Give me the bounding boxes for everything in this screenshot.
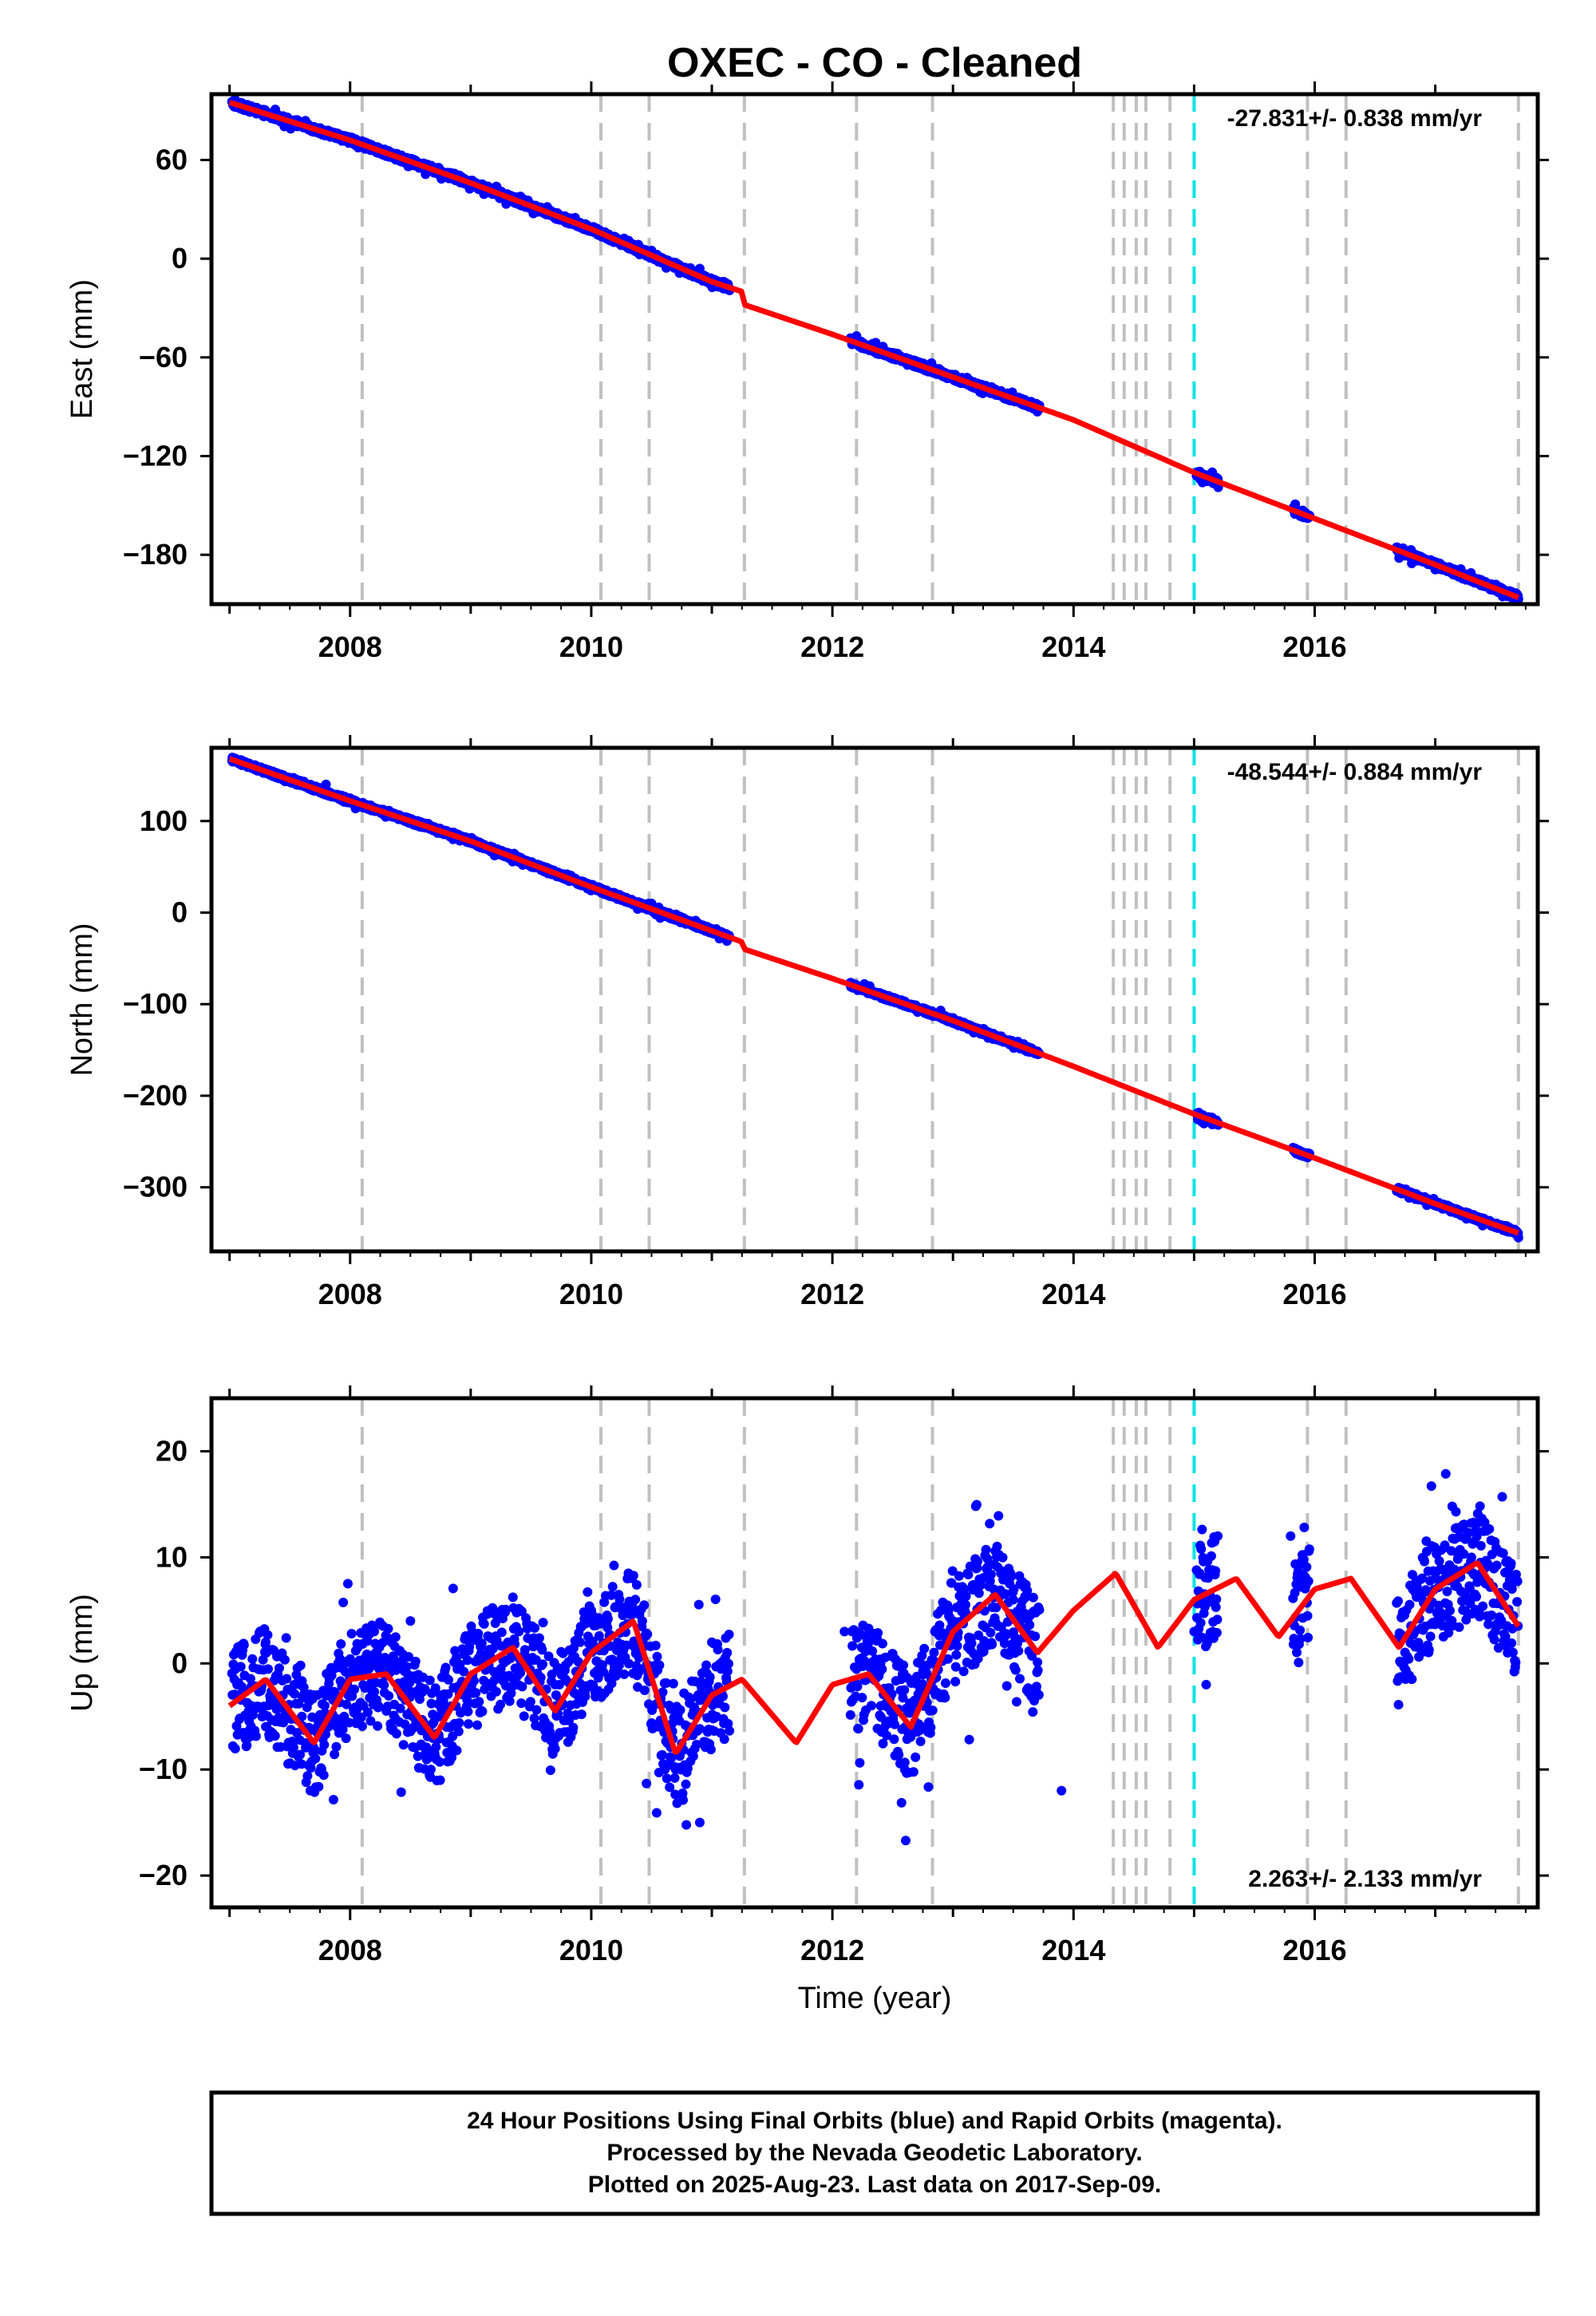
y-tick-label: −60 <box>139 341 188 373</box>
observation-points <box>227 1468 1523 1846</box>
observation-point <box>230 1744 240 1754</box>
observation-point <box>247 1654 258 1664</box>
y-tick-label: −100 <box>123 987 188 1020</box>
observation-point <box>282 1674 292 1684</box>
y-tick-label: −180 <box>123 538 188 571</box>
x-tick-label: 2014 <box>1041 1278 1105 1310</box>
rate-label: -27.831+/- 0.838 mm/yr <box>1227 105 1483 132</box>
y-tick-label: −300 <box>123 1171 188 1203</box>
observation-point <box>328 1794 338 1804</box>
x-tick-label: 2016 <box>1282 1278 1346 1310</box>
observation-point <box>281 1633 291 1643</box>
observation-point <box>331 1741 342 1752</box>
figure-title: OXEC - CO - Cleaned <box>667 40 1082 86</box>
observation-point <box>321 779 331 789</box>
x-tick-label: 2012 <box>800 630 864 663</box>
observation-point <box>310 1753 321 1764</box>
observation-point <box>263 1664 274 1674</box>
x-tick-label: 2008 <box>318 630 382 663</box>
y-tick-label: 60 <box>156 143 188 176</box>
observation-point <box>694 263 705 274</box>
rate-label: -48.544+/- 0.884 mm/yr <box>1227 759 1483 785</box>
observation-point <box>235 1662 246 1672</box>
observation-point <box>251 1731 261 1741</box>
observation-point <box>274 1663 284 1674</box>
y-axis-label: North (mm) <box>65 923 99 1076</box>
x-tick-label: 2010 <box>559 630 623 663</box>
observation-point <box>239 1640 249 1650</box>
x-tick-label: 2010 <box>559 1278 623 1310</box>
observation-point <box>319 1740 330 1750</box>
y-tick-label: 100 <box>140 804 188 837</box>
east-panel: −180 −120 −60 0 60 2008 2010 2012 2014 2016 East (… <box>65 81 1549 663</box>
observation-point <box>270 1731 280 1741</box>
observation-point <box>318 1770 329 1780</box>
y-tick-label: −120 <box>123 439 188 472</box>
x-tick-label: 2014 <box>1041 630 1105 663</box>
y-axis-label: East (mm) <box>65 279 99 419</box>
observation-point <box>279 1654 290 1665</box>
x-tick-label: 2012 <box>800 1278 864 1310</box>
observation-point <box>295 1660 306 1670</box>
observation-point <box>314 1781 324 1792</box>
y-tick-label: 0 <box>172 896 188 929</box>
y-tick-label: 0 <box>172 242 188 275</box>
y-tick-label: −200 <box>123 1079 188 1112</box>
observation-point <box>336 1639 346 1650</box>
north-panel: −300 −200 −100 0 100 2008 2010 2012 2014 2016 Nort… <box>65 735 1549 1310</box>
x-tick-label: 2008 <box>318 1278 382 1310</box>
x-tick-label: 2016 <box>1282 630 1346 663</box>
